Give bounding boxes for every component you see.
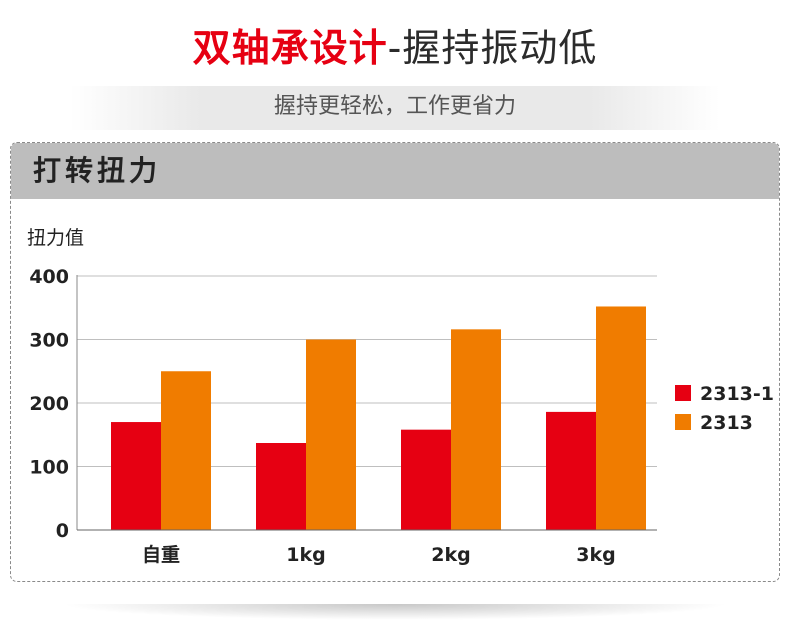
- y-tick-label: 300: [29, 330, 69, 352]
- bar-0-3: [546, 411, 596, 530]
- bar-0-1: [256, 443, 306, 530]
- bar-1-0: [161, 371, 211, 530]
- subtitle-band: [70, 86, 720, 130]
- chart-panel-title: 打转扭力: [33, 154, 162, 187]
- y-tick-label: 200: [29, 393, 69, 415]
- page-title-highlight: 双轴承设计: [192, 26, 388, 70]
- x-tick-label: 3kg: [576, 544, 615, 566]
- y-tick-label: 100: [29, 457, 69, 479]
- y-axis-label: 扭力值: [27, 227, 84, 249]
- x-tick-label: 1kg: [286, 544, 325, 566]
- bar-0-2: [401, 429, 451, 530]
- bottom-shadow: [60, 604, 730, 620]
- bar-0-0: [111, 422, 161, 530]
- legend-label: 2313: [700, 412, 753, 434]
- legend-swatch: [675, 385, 691, 401]
- y-tick-label: 0: [56, 520, 69, 542]
- page-title: 双轴承设计-握持振动低: [0, 22, 790, 74]
- bar-1-3: [596, 306, 646, 530]
- y-tick-label: 400: [29, 266, 69, 288]
- legend-label: 2313-1: [700, 383, 774, 405]
- torque-bar-chart: 扭力值 0 100 200 300 400 自重 1kg 2kg 3kg 2313-1 2313: [27, 227, 774, 566]
- chart-panel-header: 打转扭力: [11, 143, 779, 199]
- chart-panel: 打转扭力 扭力值 0 100 200 300 400 自重 1kg 2kg 3kg 2313-1 23…: [10, 142, 780, 582]
- bar-1-2: [451, 329, 501, 530]
- page-subtitle: 握持更轻松，工作更省力: [273, 94, 516, 119]
- legend-swatch: [675, 414, 691, 430]
- page-title-rest: -握持振动低: [387, 26, 598, 70]
- x-tick-label: 2kg: [431, 544, 470, 566]
- bar-1-1: [306, 339, 356, 530]
- x-tick-label: 自重: [142, 543, 180, 566]
